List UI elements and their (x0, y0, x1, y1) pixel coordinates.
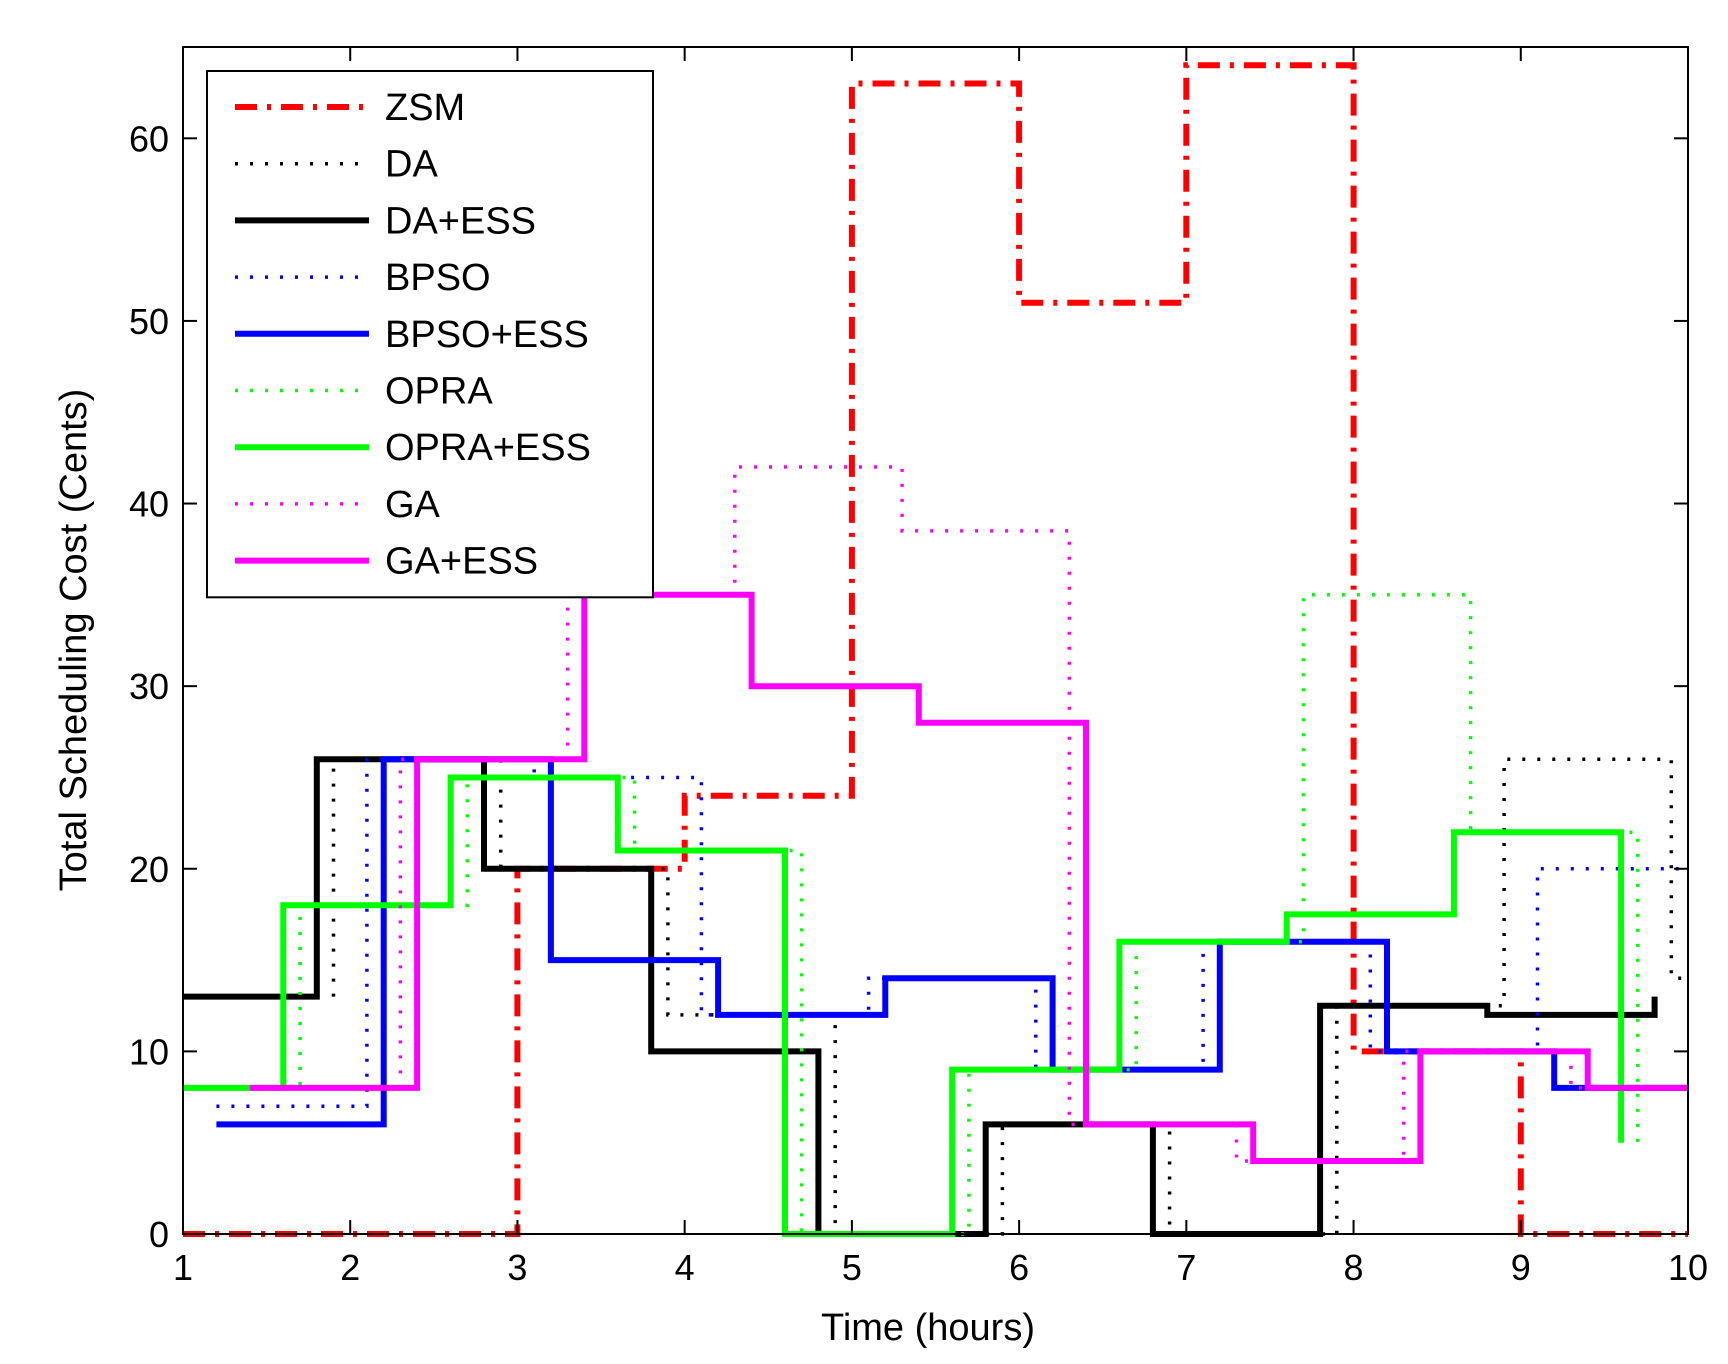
legend-label: GA+ESS (385, 541, 538, 583)
y-tick-label: 50 (129, 301, 169, 342)
x-tick-label: 1 (173, 1247, 193, 1288)
legend-label: OPRA (385, 371, 493, 413)
x-tick-label: 2 (340, 1247, 360, 1288)
legend-label: GA (385, 484, 441, 526)
legend: ZSM DA DA+ESS BPSO BPSO+ESS OPRA OPRA+ESS GA GA+… (207, 71, 653, 597)
x-tick-label: 8 (1344, 1247, 1364, 1288)
x-tick-label: 7 (1176, 1247, 1196, 1288)
x-tick-label: 3 (507, 1247, 527, 1288)
y-tick-label: 60 (129, 118, 169, 159)
x-axis-label: Time (hours) (821, 1307, 1035, 1349)
x-tick-label: 6 (1009, 1247, 1029, 1288)
legend-label: BPSO (385, 257, 491, 299)
legend-label: DA+ESS (385, 200, 536, 242)
y-tick-label: 0 (149, 1214, 169, 1255)
y-tick-label: 40 (129, 484, 169, 525)
x-tick-label: 9 (1511, 1247, 1531, 1288)
x-tick-label: 10 (1668, 1247, 1708, 1288)
legend-label: BPSO+ESS (385, 314, 589, 356)
scheduling-cost-chart: 1 2 3 4 5 6 7 8 9 10 0 10 20 30 40 50 60 ZSM DA DA+ESS BPSO… (0, 0, 1728, 1364)
y-axis-label: Total Scheduling Cost (Cents) (53, 389, 95, 892)
y-tick-label: 30 (129, 666, 169, 707)
y-tick-label: 10 (129, 1031, 169, 1072)
x-tick-label: 4 (675, 1247, 695, 1288)
y-tick-label: 20 (129, 849, 169, 890)
x-tick-label: 5 (842, 1247, 862, 1288)
legend-label: DA (385, 144, 438, 186)
legend-label: OPRA+ESS (385, 427, 591, 469)
legend-label: ZSM (385, 87, 465, 129)
chart-root: 1 2 3 4 5 6 7 8 9 10 0 10 20 30 40 50 60 ZSM DA DA+ESS BPSO… (0, 0, 1728, 1364)
